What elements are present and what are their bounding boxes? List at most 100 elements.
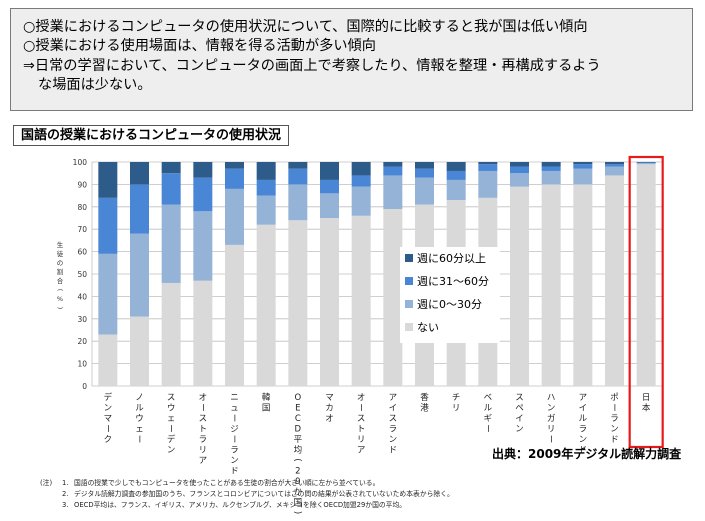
x-tick-label: ラ xyxy=(199,435,208,445)
x-tick-label: リ xyxy=(452,404,461,414)
bar-segment xyxy=(320,193,339,218)
x-tick-label: D xyxy=(295,425,302,435)
x-tick-label: ド xyxy=(579,446,588,456)
x-tick-label: マ xyxy=(325,393,334,403)
bar-segment xyxy=(383,209,403,386)
bar-segment xyxy=(225,244,244,386)
bar-segment xyxy=(383,175,403,210)
bar-segment xyxy=(161,204,181,283)
bar-segment xyxy=(446,170,466,180)
bar-segment xyxy=(605,175,624,386)
x-tick-label: ト xyxy=(199,425,208,435)
y-axis-label: ) xyxy=(56,307,64,310)
bar-segment xyxy=(541,162,561,167)
x-tick-label: デ xyxy=(104,392,113,403)
x-tick-label: ク xyxy=(104,435,113,445)
y-tick-label: 80 xyxy=(77,203,87,212)
x-tick-label: リ xyxy=(199,446,208,456)
x-tick-label: ェ xyxy=(167,414,176,424)
x-tick-label: ル xyxy=(484,404,493,414)
bar-segment xyxy=(256,162,276,180)
bar-segment xyxy=(383,166,403,176)
x-tick-label: ン xyxy=(104,404,113,414)
bar-segment xyxy=(130,233,149,317)
bar-segment xyxy=(510,173,529,187)
footnote-text: デジタル読解力調査の参加国のうち、フランスとコロンビアについてはこの問の結果が公… xyxy=(74,490,454,498)
y-tick-label: 100 xyxy=(73,158,88,167)
bar-segment xyxy=(288,162,308,169)
x-tick-label: ル xyxy=(135,404,144,414)
bar-segment xyxy=(541,184,561,386)
x-tick-label: ン xyxy=(389,435,398,445)
legend-label: 週に31～60分 xyxy=(417,275,489,288)
x-tick-label: ス xyxy=(389,414,398,424)
x-tick-label: ン xyxy=(547,404,556,414)
x-tick-label: ス xyxy=(199,414,208,424)
bar-segment xyxy=(446,179,466,201)
y-tick-label: 90 xyxy=(77,180,87,189)
x-tick-label: ラ xyxy=(579,425,588,435)
summary-box: ○授業におけるコンピュータの使用状況について、国際的に比較すると我が国は低い傾向… xyxy=(10,8,693,111)
x-tick-label: マ xyxy=(104,414,113,424)
x-tick-label: 国 xyxy=(262,404,271,414)
x-tick-label: ラ xyxy=(610,414,619,424)
summary-line: ○授業におけるコンピュータの使用状況について、国際的に比較すると我が国は低い傾向 xyxy=(23,19,588,35)
x-tick-label: O xyxy=(294,393,301,403)
bar-segment xyxy=(98,162,118,198)
y-tick-label: 30 xyxy=(77,315,87,324)
x-tick-label: ン xyxy=(579,435,588,445)
bar-segment xyxy=(351,162,371,176)
bar-segment xyxy=(478,162,498,165)
y-axis-label: 合 xyxy=(57,276,64,285)
x-tick-label: デ xyxy=(167,434,176,445)
bar-segment xyxy=(320,162,339,180)
bar-segment xyxy=(98,334,118,386)
legend-swatch xyxy=(405,277,413,285)
x-tick-label: 国 xyxy=(294,498,303,508)
legend-label: 週に0～30分 xyxy=(417,298,482,311)
x-tick-label: 日 xyxy=(642,393,651,403)
x-tick-label: か xyxy=(294,488,303,498)
x-tick-label: 韓 xyxy=(262,392,271,403)
x-tick-label: 香 xyxy=(420,392,429,403)
x-tick-label: ー xyxy=(197,403,207,412)
x-tick-label: ア xyxy=(357,446,366,456)
footnote-text: 国語の授業で少しでもコンピュータを使ったことがある生徒の割合が大きい順に左から並… xyxy=(74,479,380,487)
x-tick-label: ア xyxy=(389,393,398,403)
bar-segment xyxy=(193,177,213,212)
x-tick-label: ェ xyxy=(135,425,144,435)
x-tick-label: ド xyxy=(389,446,398,456)
x-tick-label: ン xyxy=(610,425,619,435)
footnote: 3. OECD平均は、フランス、イギリス、アメリカ、ルクセンブルグ、メキシコを除く… xyxy=(40,500,454,511)
x-tick-label: オ xyxy=(325,414,334,424)
x-tick-label: ベ xyxy=(484,393,493,403)
x-tick-label: ン xyxy=(167,446,176,456)
bar-segment xyxy=(130,162,149,185)
bar-segment xyxy=(573,162,593,165)
x-tick-label: チ xyxy=(452,393,461,403)
bar-segment xyxy=(541,170,561,185)
x-tick-label: オ xyxy=(357,393,366,403)
x-tick-label: リ xyxy=(547,425,556,435)
y-axis-label: % xyxy=(57,295,63,303)
bar-segment xyxy=(478,170,498,198)
bar-segment xyxy=(288,184,308,221)
x-tick-label: ー xyxy=(134,435,144,444)
x-tick-label: ポ xyxy=(610,393,619,403)
x-tick-label: ガ xyxy=(547,413,556,424)
bar-segment xyxy=(225,168,244,189)
bar-segment xyxy=(130,184,149,234)
y-tick-label: 40 xyxy=(77,292,87,301)
x-tick-label: ー xyxy=(102,424,112,433)
x-tick-label: ン xyxy=(230,456,239,466)
bar-segment xyxy=(510,162,529,167)
x-tick-label: C xyxy=(295,414,301,424)
legend-swatch xyxy=(405,254,413,262)
x-tick-label: ー xyxy=(355,403,365,412)
bar-segment xyxy=(351,215,371,386)
x-tick-label: ー xyxy=(482,424,492,433)
legend-swatch xyxy=(405,323,413,331)
x-tick-label: ギ xyxy=(484,414,493,424)
x-tick-label: 本 xyxy=(642,403,651,414)
